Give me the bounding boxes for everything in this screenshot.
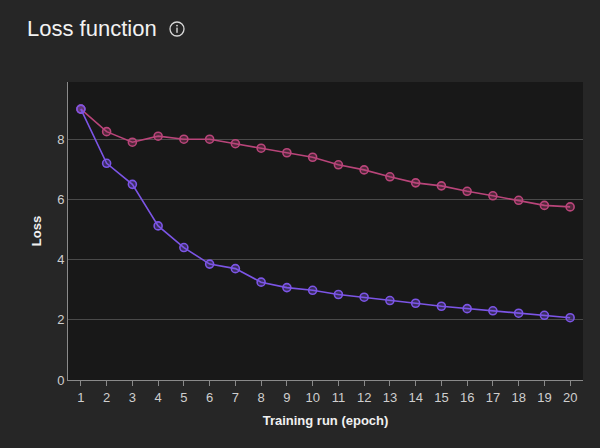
svg-text:5: 5 xyxy=(180,390,187,405)
svg-text:12: 12 xyxy=(357,390,371,405)
svg-text:2: 2 xyxy=(103,390,110,405)
svg-text:16: 16 xyxy=(460,390,474,405)
svg-text:Loss: Loss xyxy=(29,216,44,246)
svg-text:1: 1 xyxy=(77,390,84,405)
svg-text:19: 19 xyxy=(537,390,551,405)
svg-text:14: 14 xyxy=(408,390,422,405)
svg-text:6: 6 xyxy=(57,192,64,207)
svg-text:0: 0 xyxy=(57,373,64,388)
svg-text:7: 7 xyxy=(232,390,239,405)
svg-text:17: 17 xyxy=(486,390,500,405)
svg-text:6: 6 xyxy=(206,390,213,405)
svg-text:13: 13 xyxy=(383,390,397,405)
svg-text:Training run (epoch): Training run (epoch) xyxy=(263,413,389,428)
svg-text:20: 20 xyxy=(563,390,577,405)
svg-text:18: 18 xyxy=(511,390,525,405)
svg-text:9: 9 xyxy=(283,390,290,405)
svg-text:2: 2 xyxy=(57,312,64,327)
svg-text:4: 4 xyxy=(57,252,64,267)
svg-text:3: 3 xyxy=(129,390,136,405)
svg-text:4: 4 xyxy=(155,390,162,405)
svg-text:15: 15 xyxy=(434,390,448,405)
svg-text:8: 8 xyxy=(258,390,265,405)
html-text:Loss function: Loss function xyxy=(27,16,157,41)
svg-text:8: 8 xyxy=(57,132,64,147)
svg-text:11: 11 xyxy=(332,390,346,405)
svg-text:10: 10 xyxy=(305,390,319,405)
